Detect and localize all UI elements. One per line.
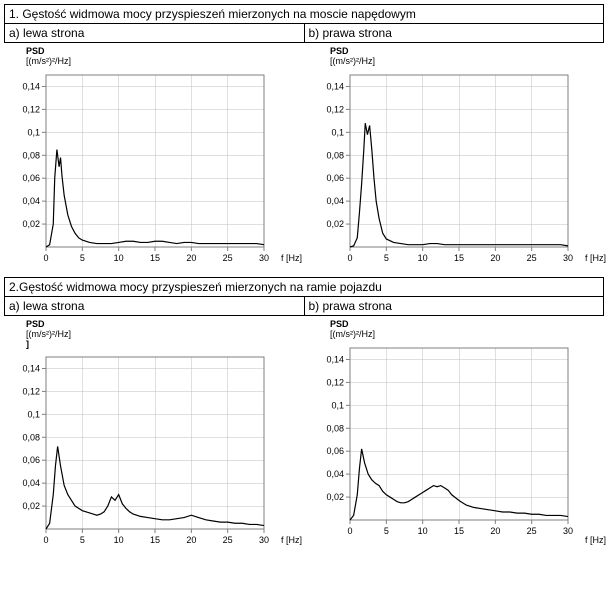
svg-text:0,04: 0,04	[326, 196, 344, 206]
svg-text:25: 25	[223, 253, 233, 263]
svg-text:20: 20	[186, 535, 196, 545]
svg-text:5: 5	[80, 535, 85, 545]
section-2-right-label: b) prawa strona	[305, 297, 604, 315]
chart-1a: 0 5 10 15 20 25 30 0,02 0,04 0,06 0,08 0,1 0,12 0,14	[4, 69, 294, 269]
svg-text:0,08: 0,08	[326, 150, 344, 160]
svg-text:30: 30	[259, 535, 269, 545]
svg-text:0: 0	[43, 535, 48, 545]
svg-text:0,06: 0,06	[326, 173, 344, 183]
svg-text:5: 5	[384, 526, 389, 536]
svg-text:30: 30	[259, 253, 269, 263]
svg-text:0,04: 0,04	[22, 196, 40, 206]
svg-text:0,12: 0,12	[326, 377, 344, 387]
svg-text:10: 10	[418, 526, 428, 536]
svg-text:25: 25	[223, 535, 233, 545]
svg-text:20: 20	[490, 253, 500, 263]
svg-text:15: 15	[454, 253, 464, 263]
x-axis-label: f [Hz]	[585, 535, 606, 545]
section-1-subrow: a) lewa strona b) prawa strona	[4, 24, 604, 43]
x-axis-label: f [Hz]	[585, 253, 606, 263]
svg-text:0,06: 0,06	[22, 456, 40, 466]
y-axis-label: PSD [(m/s²)²/Hz]	[330, 320, 604, 340]
svg-text:0: 0	[43, 253, 48, 263]
y-axis-label: PSD [(m/s²)²/Hz]	[26, 47, 300, 67]
svg-text:0,02: 0,02	[326, 492, 344, 502]
chart-1a-wrap: PSD [(m/s²)²/Hz] 0 5 10 15 20 25 30 0,02 0,04 0,0…	[4, 47, 300, 269]
svg-text:0,1: 0,1	[27, 127, 40, 137]
chart-1b: 0 5 10 15 20 25 30 0,02 0,04 0,06 0,08 0,1 0,12 0,14	[308, 69, 598, 269]
chart-2b-wrap: PSD [(m/s²)²/Hz] 0 5 10 15 20 25 30 0,02 0,04 0,0…	[308, 320, 604, 552]
section-2-title: 2.Gęstość widmowa mocy przyspieszeń mier…	[4, 277, 604, 297]
svg-text:25: 25	[527, 526, 537, 536]
svg-text:0,1: 0,1	[27, 410, 40, 420]
charts-row-2: PSD [(m/s²)²/Hz] ] 0510152025300,020,040…	[4, 316, 604, 560]
svg-text:0,02: 0,02	[326, 219, 344, 229]
svg-text:0,14: 0,14	[22, 364, 40, 374]
svg-text:15: 15	[150, 535, 160, 545]
y-axis-label: PSD [(m/s²)²/Hz] ]	[26, 320, 300, 350]
svg-text:20: 20	[186, 253, 196, 263]
svg-text:0,12: 0,12	[326, 104, 344, 114]
section-1-left-label: a) lewa strona	[5, 24, 305, 42]
svg-text:0,14: 0,14	[326, 354, 344, 364]
chart-1b-wrap: PSD [(m/s²)²/Hz] 0 5 10 15 20 25 30 0,02 0,04 0,0…	[308, 47, 604, 269]
x-axis-label: f [Hz]	[281, 253, 302, 263]
svg-text:0,08: 0,08	[22, 433, 40, 443]
svg-text:0,1: 0,1	[331, 127, 344, 137]
svg-text:0,08: 0,08	[326, 423, 344, 433]
section-1-right-label: b) prawa strona	[305, 24, 604, 42]
svg-text:0,02: 0,02	[22, 502, 40, 512]
svg-text:0,14: 0,14	[22, 81, 40, 91]
chart-2a-wrap: PSD [(m/s²)²/Hz] ] 0510152025300,020,040…	[4, 320, 300, 552]
svg-text:5: 5	[384, 253, 389, 263]
chart-2b: 0 5 10 15 20 25 30 0,02 0,04 0,06 0,08 0,1 0,12 0,14	[308, 342, 598, 542]
y-axis-label: PSD [(m/s²)²/Hz]	[330, 47, 604, 67]
svg-text:0,12: 0,12	[22, 104, 40, 114]
svg-text:0,08: 0,08	[22, 150, 40, 160]
svg-text:30: 30	[563, 253, 573, 263]
section-1-title: 1. Gęstość widmowa mocy przyspieszeń mie…	[4, 4, 604, 24]
section-2-subrow: a) lewa strona b) prawa strona	[4, 297, 604, 316]
svg-text:15: 15	[150, 253, 160, 263]
svg-text:15: 15	[454, 526, 464, 536]
svg-text:10: 10	[418, 253, 428, 263]
chart-2a: 0 5 10 15 20 25 30 0,02 0,04 0,06 0,08 0,1 0,12 0,14	[4, 351, 294, 551]
svg-text:0,04: 0,04	[22, 479, 40, 489]
svg-text:20: 20	[490, 526, 500, 536]
x-axis-label: f [Hz]	[281, 535, 302, 545]
svg-text:5: 5	[80, 253, 85, 263]
svg-text:0: 0	[347, 526, 352, 536]
svg-text:0,06: 0,06	[326, 446, 344, 456]
svg-text:0,04: 0,04	[326, 469, 344, 479]
svg-text:10: 10	[114, 253, 124, 263]
svg-text:30: 30	[563, 526, 573, 536]
svg-text:0: 0	[347, 253, 352, 263]
svg-text:10: 10	[114, 535, 124, 545]
section-2-left-label: a) lewa strona	[5, 297, 305, 315]
svg-text:0,12: 0,12	[22, 387, 40, 397]
svg-text:25: 25	[527, 253, 537, 263]
svg-text:0,14: 0,14	[326, 81, 344, 91]
svg-text:0,02: 0,02	[22, 219, 40, 229]
svg-text:0,06: 0,06	[22, 173, 40, 183]
charts-row-1: PSD [(m/s²)²/Hz] 0 5 10 15 20 25 30 0,02 0,04 0,0…	[4, 43, 604, 277]
svg-text:0,1: 0,1	[331, 400, 344, 410]
